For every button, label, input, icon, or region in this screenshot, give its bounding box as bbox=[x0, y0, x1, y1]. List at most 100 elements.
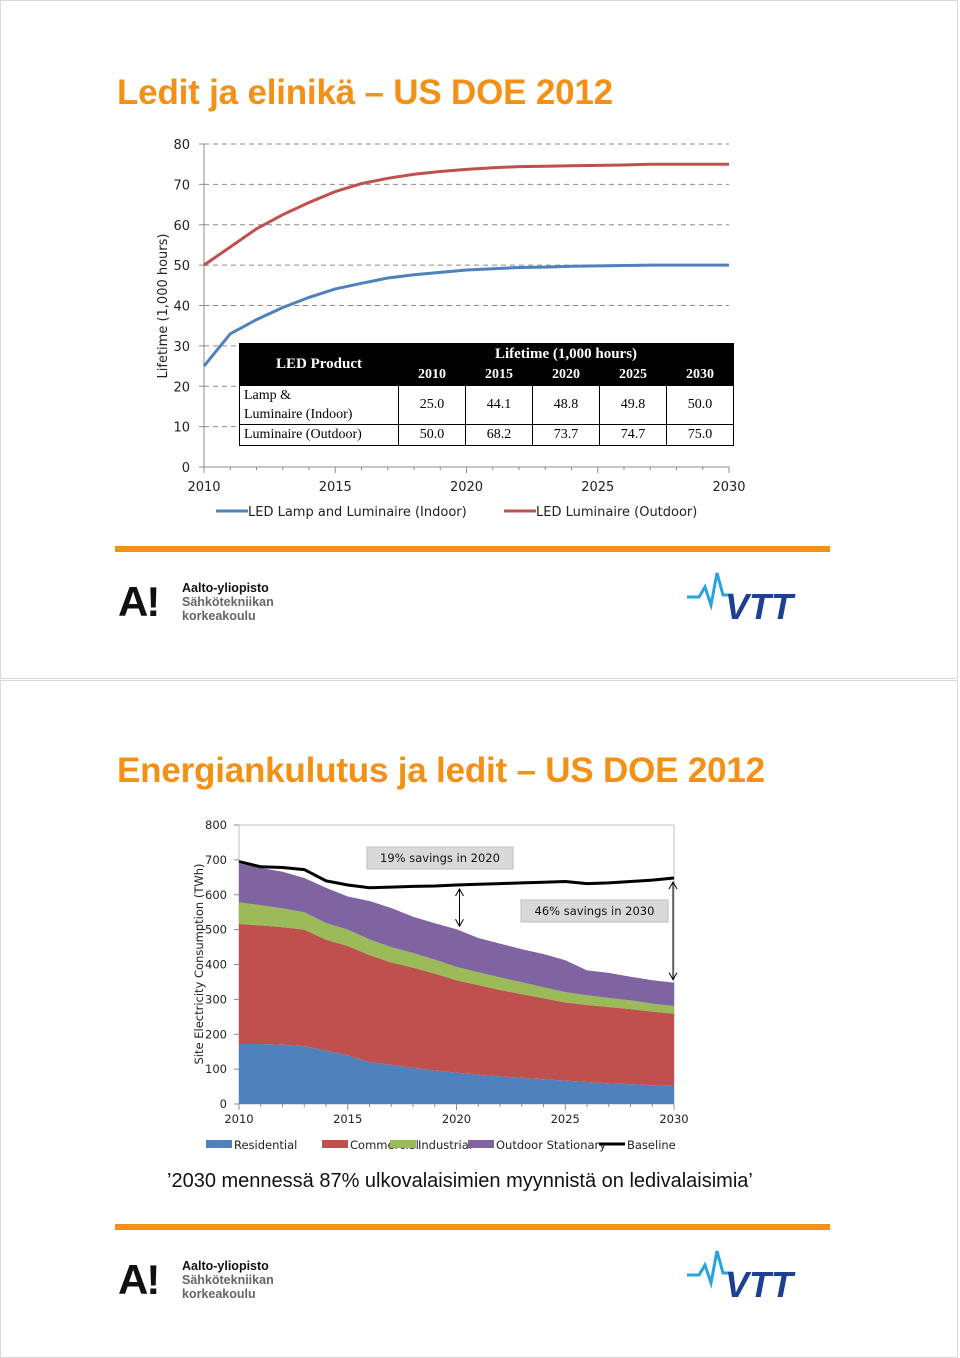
legend-swatch bbox=[390, 1140, 416, 1148]
slide-title: Ledit ja elinikä – US DOE 2012 bbox=[117, 73, 613, 112]
y-tick-label: 500 bbox=[205, 923, 227, 937]
table-header-product: LED Product bbox=[239, 343, 399, 386]
table-year-header: 2015 bbox=[465, 364, 533, 386]
slide-title: Energiankulutus ja ledit – US DOE 2012 bbox=[117, 751, 765, 790]
y-tick-label: 80 bbox=[173, 138, 190, 153]
area-outdoor-stationary bbox=[239, 863, 674, 1006]
orange-divider bbox=[115, 546, 830, 552]
y-tick-label: 0 bbox=[182, 461, 190, 476]
annotation-box bbox=[366, 846, 514, 870]
y-axis-label: Site Electricity Consumption (TWh) bbox=[192, 864, 206, 1065]
baseline-line bbox=[238, 860, 675, 890]
y-tick-label: 700 bbox=[205, 853, 227, 867]
x-tick-label: 2010 bbox=[224, 1112, 253, 1126]
legend-label: Outdoor Stationary bbox=[496, 1138, 606, 1152]
table-row: Lamp & Luminaire (Indoor) 25.0 44.1 48.8… bbox=[239, 385, 734, 425]
aalto-logo: A! Aalto-yliopisto Sähkötekniikan korkea… bbox=[118, 579, 318, 625]
table-cell: 44.1 bbox=[465, 385, 533, 425]
annotation-label: 19% savings in 2020 bbox=[380, 851, 500, 865]
aalto-line: Sähkötekniikan bbox=[182, 1273, 274, 1287]
x-tick-label: 2015 bbox=[319, 480, 352, 495]
arrow-head-icon bbox=[455, 919, 464, 928]
row-label-line: Luminaire (Indoor) bbox=[244, 407, 353, 422]
aalto-line: Aalto-yliopisto bbox=[182, 1259, 269, 1273]
table-year-header: 2030 bbox=[666, 364, 734, 386]
area-industrial bbox=[239, 902, 674, 1014]
legend: LED Lamp and Luminaire (Indoor) LED Lumin… bbox=[216, 505, 697, 520]
orange-divider bbox=[115, 1224, 830, 1230]
x-tick-label: 2025 bbox=[551, 1112, 580, 1126]
y-tick-label: 60 bbox=[173, 219, 190, 234]
legend-label: LED Luminaire (Outdoor) bbox=[536, 505, 697, 520]
table-cell: 50.0 bbox=[666, 385, 734, 425]
y-tick-label: 40 bbox=[173, 300, 190, 315]
arrow-head-icon bbox=[668, 972, 678, 981]
x-tick-label: 2025 bbox=[581, 480, 614, 495]
vtt-wordmark: VTT bbox=[725, 1264, 796, 1301]
x-tick-label: 2020 bbox=[442, 1112, 471, 1126]
table-cell: 48.8 bbox=[532, 385, 600, 425]
y-tick-label: 0 bbox=[220, 1097, 227, 1111]
legend-label: LED Lamp and Luminaire (Indoor) bbox=[248, 505, 467, 520]
legend: Residential Commercial Industrial Outdoor S… bbox=[206, 1138, 676, 1152]
vtt-logo: VTT bbox=[687, 1250, 796, 1301]
table-header-lifetime: Lifetime (1,000 hours) bbox=[398, 343, 734, 365]
x-tick-label: 2020 bbox=[450, 480, 483, 495]
table-year-header: 2010 bbox=[398, 364, 466, 386]
y-tick-label: 300 bbox=[205, 992, 227, 1006]
aalto-line: korkeakoulu bbox=[182, 609, 256, 623]
x-tick-label: 2030 bbox=[712, 480, 745, 495]
y-tick-label: 600 bbox=[205, 888, 227, 902]
slide-energy: Energiankulutus ja ledit – US DOE 2012 0… bbox=[0, 680, 958, 1358]
area-residential bbox=[239, 1044, 674, 1104]
stacked-areas bbox=[239, 863, 674, 1104]
aalto-text: Aalto-yliopisto Sähkötekniikan korkeakou… bbox=[182, 1259, 274, 1301]
x-tick-label: 2015 bbox=[333, 1112, 362, 1126]
row-label: Luminaire (Outdoor) bbox=[239, 424, 399, 446]
x-tick-labels: 2010 2015 2020 2025 2030 bbox=[187, 480, 745, 495]
quote-text: ’2030 mennessä 87% ulkovalaisimien myynn… bbox=[167, 1170, 753, 1192]
series-lines bbox=[202, 162, 730, 368]
table-cell: 74.7 bbox=[599, 424, 667, 446]
aalto-mark: A! bbox=[118, 578, 160, 625]
aalto-line: Aalto-yliopisto bbox=[182, 581, 269, 595]
aalto-mark: A! bbox=[118, 1256, 160, 1303]
table-cell: 75.0 bbox=[666, 424, 734, 446]
vtt-wordmark: VTT bbox=[725, 586, 796, 623]
vtt-wave-icon bbox=[687, 572, 733, 611]
aalto-line: korkeakoulu bbox=[182, 1287, 256, 1301]
row-label: Lamp & Luminaire (Indoor) bbox=[239, 385, 399, 425]
arrow-head-icon bbox=[668, 881, 678, 890]
table-year-row: 2010 2015 2020 2025 2030 bbox=[240, 364, 734, 386]
table-year-header: 2020 bbox=[532, 364, 600, 386]
y-tick-labels: 0 100 200 300 400 500 600 700 800 bbox=[205, 818, 227, 1111]
axes bbox=[199, 143, 730, 473]
x-tick-label: 2010 bbox=[187, 480, 220, 495]
y-tick-label: 10 bbox=[173, 421, 190, 436]
table-cell: 50.0 bbox=[398, 424, 466, 446]
legend-swatch bbox=[206, 1140, 232, 1148]
aalto-text: Aalto-yliopisto Sähkötekniikan korkeakou… bbox=[182, 581, 274, 623]
x-tick-label: 2030 bbox=[659, 1112, 688, 1126]
y-tick-labels: 0 10 20 30 40 50 60 70 80 bbox=[173, 138, 190, 476]
y-tick-label: 30 bbox=[173, 340, 190, 355]
y-axis-label: Lifetime (1,000 hours) bbox=[156, 234, 171, 379]
annotations: 19% savings in 2020 46% savings in 2030 bbox=[366, 846, 678, 981]
annotation-label: 46% savings in 2030 bbox=[535, 904, 655, 918]
y-tick-label: 800 bbox=[205, 818, 227, 832]
legend-label: Industrial bbox=[418, 1138, 472, 1152]
legend-label: Residential bbox=[234, 1138, 297, 1152]
row-label-line: Lamp & bbox=[244, 388, 292, 403]
y-tick-label: 400 bbox=[205, 958, 227, 972]
table-year-header: 2025 bbox=[599, 364, 667, 386]
arrow-head-icon bbox=[455, 887, 464, 897]
slide-lifetime: Ledit ja elinikä – US DOE 2012 0 10 20 30 40… bbox=[0, 0, 958, 679]
y-tick-label: 200 bbox=[205, 1027, 227, 1041]
y-tick-label: 50 bbox=[173, 259, 190, 274]
vtt-wave-icon bbox=[687, 1250, 733, 1289]
aalto-line: Sähkötekniikan bbox=[182, 595, 274, 609]
table-cell: 68.2 bbox=[465, 424, 533, 446]
aalto-logo: A! Aalto-yliopisto Sähkötekniikan korkea… bbox=[118, 1257, 318, 1303]
